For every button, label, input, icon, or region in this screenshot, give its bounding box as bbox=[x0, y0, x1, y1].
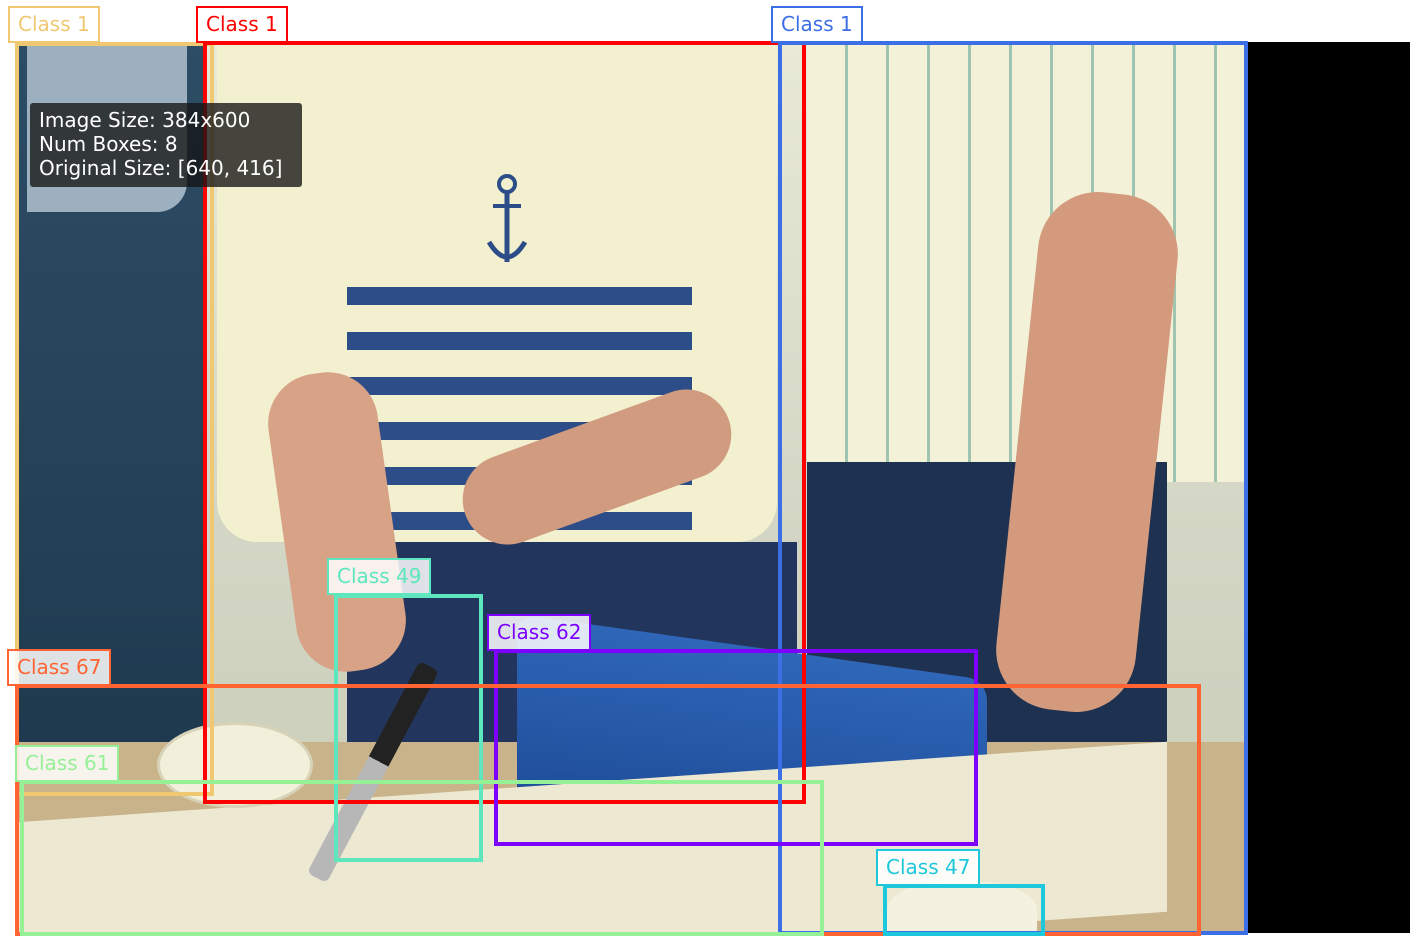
bbox-label: Class 61 bbox=[15, 745, 120, 782]
bbox-label: Class 1 bbox=[771, 6, 863, 43]
bbox-class-61 bbox=[20, 780, 824, 936]
shirt-stripe bbox=[347, 377, 692, 395]
bbox-class-1-b bbox=[203, 41, 806, 804]
num-boxes-text: Num Boxes: 8 bbox=[39, 132, 178, 156]
bbox-label: Class 1 bbox=[8, 6, 100, 43]
bbox-class-49 bbox=[334, 594, 483, 862]
padding-area bbox=[1246, 42, 1410, 933]
bbox-class-62 bbox=[494, 649, 978, 846]
image-size-text: Image Size: 384x600 bbox=[39, 108, 251, 132]
photo bbox=[17, 42, 1246, 933]
anchor-icon bbox=[487, 174, 527, 262]
original-size-text: Original Size: [640, 416] bbox=[39, 156, 283, 180]
bbox-label: Class 1 bbox=[196, 6, 288, 43]
bbox-class-1-a bbox=[15, 42, 214, 796]
bbox-label: Class 49 bbox=[327, 558, 432, 595]
cup bbox=[887, 882, 1037, 933]
bbox-class-47 bbox=[883, 884, 1045, 936]
shirt-stripe bbox=[347, 332, 692, 350]
bbox-label: Class 62 bbox=[487, 614, 592, 651]
shirt-stripe bbox=[347, 287, 692, 305]
bbox-label: Class 47 bbox=[876, 849, 981, 886]
bbox-label: Class 67 bbox=[7, 649, 112, 686]
image-info-panel: Image Size: 384x600 Num Boxes: 8 Origina… bbox=[30, 103, 302, 187]
